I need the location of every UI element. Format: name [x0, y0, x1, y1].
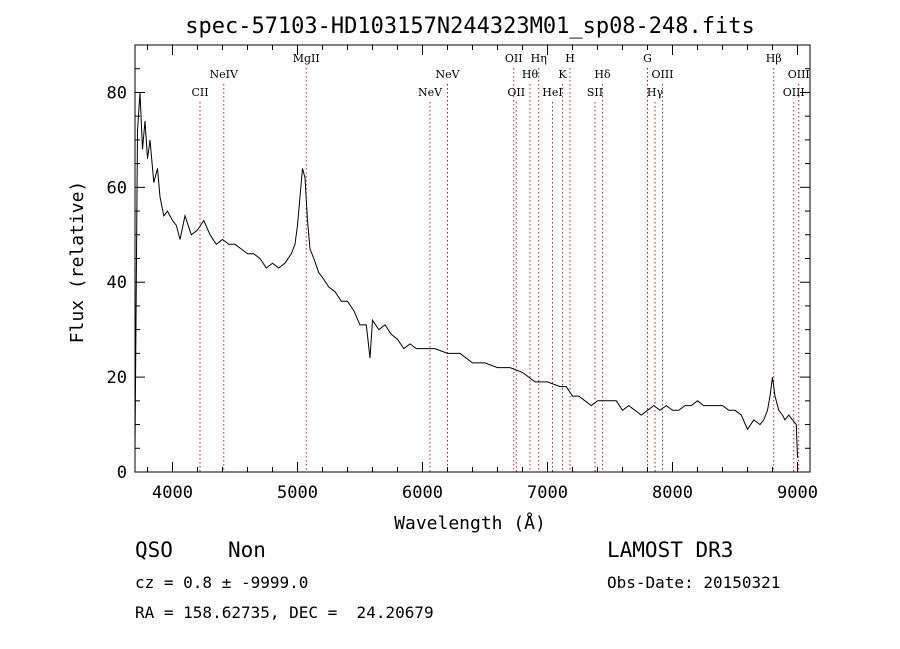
line-label-hθ: Hθ	[522, 68, 539, 81]
object-class: QSO	[135, 538, 173, 562]
redshift-readout: cz = 0.8 ± -9999.0	[135, 573, 309, 592]
y-tick-label: 40	[107, 273, 127, 293]
observation-date: Obs-Date: 20150321	[607, 573, 781, 592]
x-tick-label: 8000	[652, 483, 693, 503]
chart-title: spec-57103-HD103157N244323M01_sp08-248.f…	[185, 14, 755, 39]
y-tick-label: 0	[117, 463, 127, 483]
y-tick-label: 80	[107, 83, 127, 103]
x-tick-label: 7000	[527, 483, 568, 503]
line-label-hei: HeI	[542, 86, 562, 99]
x-tick-label: 5000	[277, 483, 318, 503]
line-label-neiv: NeIV	[210, 68, 239, 81]
flux-spectrum-line	[134, 92, 798, 458]
line-label-sii: SII	[587, 86, 603, 99]
coordinates-readout: RA = 158.62735, DEC = 24.20679	[135, 603, 434, 622]
line-label-oii: OII	[505, 52, 523, 65]
x-tick-label: 6000	[402, 483, 443, 503]
line-label-oii: OII	[507, 86, 525, 99]
line-label-cii: CII	[191, 86, 208, 99]
x-tick-label: 9000	[777, 483, 818, 503]
line-label-g: G	[643, 52, 652, 65]
plot-frame	[134, 44, 811, 473]
survey-name: LAMOST DR3	[607, 538, 734, 562]
line-label-mgii: MgII	[293, 52, 320, 65]
line-label-h: H	[565, 52, 575, 65]
x-axis-label: Wavelength (Å)	[394, 512, 546, 534]
line-label-hβ: Hβ	[766, 52, 782, 65]
line-label-hη: Hη	[531, 52, 547, 65]
line-label-oiii: OIII	[651, 68, 673, 81]
y-tick-label: 60	[107, 178, 127, 198]
axis-ticks: 4000 5000 6000 7000 8000 9000 0 20 40 60 80	[107, 45, 818, 503]
line-label-k: K	[558, 68, 567, 81]
line-label-nev: NeV	[435, 68, 460, 81]
line-label-hγ: Hγ	[647, 86, 664, 99]
line-label-oiii: OIII	[783, 86, 805, 99]
object-subclass: Non	[228, 538, 266, 562]
line-label-nev: NeV	[418, 86, 443, 99]
line-label-oiii: OIII	[788, 68, 810, 81]
line-label-hδ: Hδ	[594, 68, 611, 81]
x-tick-label: 4000	[152, 483, 193, 503]
y-axis-label: Flux (relative)	[67, 181, 88, 344]
y-tick-label: 20	[107, 368, 127, 388]
